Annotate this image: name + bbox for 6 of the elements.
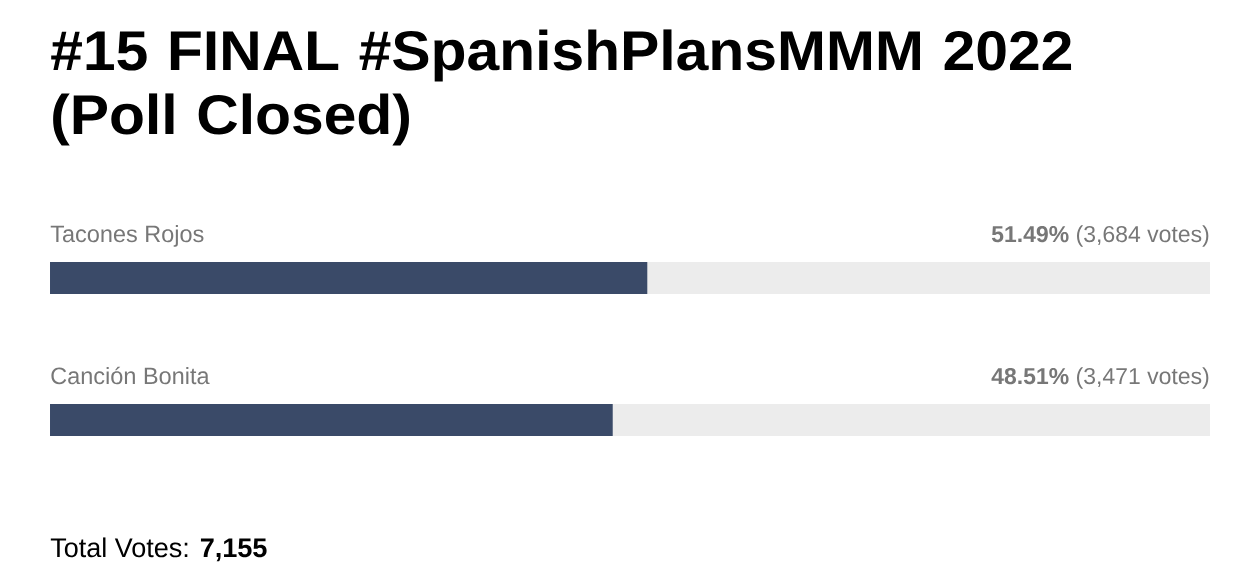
- chart-title: #15 FINAL #SpanishPlansMMM 2022 (Poll Closed): [51, 29, 1072, 146]
- data-label: 48.51% (3,471 votes): [991, 367, 1209, 389]
- y-tick-label: Tacones Rojos: [50, 224, 204, 247]
- text: Total Votes: 7,155: [50, 537, 267, 562]
- data-label: 51.49% (3,684 votes): [991, 225, 1209, 247]
- y-tick-label: Canción Bonita: [51, 366, 210, 385]
